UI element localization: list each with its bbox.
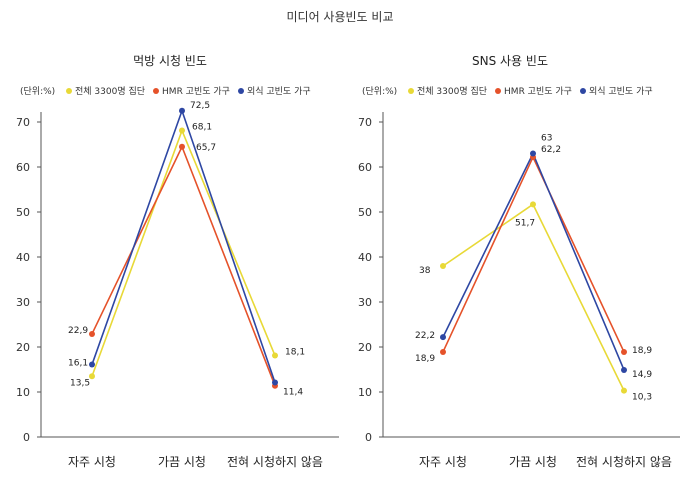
data-label: 62,2	[541, 145, 561, 155]
y-tick-label: 0	[23, 431, 30, 444]
data-label: 22,2	[415, 331, 435, 341]
x-tick-label: 가끔 시청	[509, 455, 557, 469]
y-tick-label: 50	[16, 206, 30, 219]
series-line-all	[91, 128, 276, 377]
data-label: 13,5	[70, 378, 90, 388]
y-tick-label: 60	[16, 161, 30, 174]
data-label: 18,9	[632, 346, 652, 356]
y-tick-label: 30	[16, 296, 30, 309]
x-tick-label: 자주 시청	[419, 455, 467, 469]
data-label: 63	[541, 134, 552, 144]
legend: 전체 3300명 집단 HMR 고빈도 가구 외식 고빈도 가구	[66, 84, 311, 97]
y-tick-label: 50	[358, 206, 372, 219]
y-tick-label: 10	[16, 386, 30, 399]
x-tick-label: 전혀 시청하지 않음	[227, 455, 323, 469]
y-tick-label: 20	[358, 341, 372, 354]
unit-label: (단위:%)	[362, 87, 398, 97]
legend-label: HMR 고빈도 가구	[162, 87, 230, 97]
y-tick-label: 70	[16, 116, 30, 129]
legend-label: 전체 3300명 집단	[75, 87, 146, 97]
data-point-eat_out	[179, 107, 185, 114]
legend-label: 전체 3300명 집단	[417, 87, 488, 97]
legend-dot-icon	[66, 87, 72, 94]
data-point-eat_out	[89, 361, 95, 368]
legend-item-eat-out: 외식 고빈도 가구	[237, 84, 311, 97]
legend-dot-icon	[408, 87, 414, 94]
legend-item-all: 전체 3300명 집단	[408, 84, 487, 97]
series-line-all	[442, 203, 625, 392]
data-point-eat_out	[621, 366, 627, 373]
data-label: 65,7	[196, 143, 216, 153]
x-tick-label: 전혀 시청하지 않음	[576, 455, 672, 469]
data-point-eat_out	[530, 150, 536, 157]
data-label: 72,5	[190, 101, 210, 111]
legend-item-hmr: HMR 고빈도 가구	[153, 84, 230, 97]
data-point-all	[179, 127, 185, 134]
data-label: 18,9	[415, 354, 435, 364]
chart-panel-mukbang: 먹방 시청 빈도 (단위:%) 전체 3300명 집단 HMR 고빈도 가구 외…	[16, 54, 339, 469]
data-point-all	[440, 263, 446, 269]
data-point-hmr	[440, 348, 446, 355]
legend-dot-icon	[495, 87, 502, 94]
data-label: 10,3	[632, 393, 652, 403]
legend-dot-icon	[237, 87, 244, 94]
data-point-hmr	[89, 330, 95, 337]
y-tick-label: 40	[16, 251, 30, 264]
chart-panel-sns: SNS 사용 빈도 (단위:%) 전체 3300명 집단 HMR 고빈도 가구 …	[340, 0, 680, 496]
data-label: 18,1	[285, 348, 305, 358]
data-label: 51,7	[515, 218, 535, 228]
legend-item-eat-out: 외식 고빈도 가구	[579, 84, 653, 97]
legend-item-all: 전체 3300명 집단	[66, 84, 145, 97]
unit-label: (단위:%)	[20, 87, 56, 97]
legend-label: 외식 고빈도 가구	[588, 87, 653, 97]
data-point-hmr	[179, 143, 185, 150]
data-point-all	[621, 387, 627, 394]
y-tick-label: 30	[358, 296, 372, 309]
legend-dot-icon	[579, 87, 586, 94]
x-tick-label: 가끔 시청	[158, 455, 206, 469]
data-point-hmr	[621, 348, 627, 355]
data-point-all	[272, 352, 278, 359]
series-line-hmr	[91, 144, 276, 386]
chart-sns: 0 10 20 30 40 50 60 70 자주 시청 가끔 시청 전혀 시청하지 않음 38 51,…	[358, 112, 680, 469]
legend-item-hmr: HMR 고빈도 가구	[495, 84, 572, 97]
data-label: 11,4	[283, 388, 303, 398]
data-label: 16,1	[68, 359, 88, 369]
data-label: 14,9	[632, 370, 652, 380]
data-point-all	[530, 201, 536, 208]
data-point-eat_out	[440, 334, 446, 341]
legend-label: HMR 고빈도 가구	[504, 87, 572, 97]
series-line-hmr	[442, 155, 625, 353]
series-line-eat_out	[442, 151, 625, 371]
y-tick-label: 60	[358, 161, 372, 174]
x-tick-label: 자주 시청	[68, 455, 116, 469]
y-tick-label: 10	[358, 386, 372, 399]
chart-title: SNS 사용 빈도	[471, 54, 548, 68]
data-label: 38	[419, 266, 431, 276]
data-label: 68,1	[192, 123, 212, 133]
data-point-eat_out	[272, 379, 278, 386]
main-title: 미디어 사용빈도 비교	[286, 10, 394, 24]
y-tick-label: 0	[365, 431, 372, 444]
data-label: 22,9	[68, 326, 88, 336]
data-point-all	[89, 373, 95, 380]
y-tick-label: 70	[358, 116, 372, 129]
legend-label: 외식 고빈도 가구	[246, 87, 311, 97]
chart-mukbang: 0 10 20 30 40 50 60 70 자주 시청 가끔 시청 전혀 시청하지 않음 13,5 6…	[16, 101, 339, 469]
legend: 전체 3300명 집단 HMR 고빈도 가구 외식 고빈도 가구	[408, 84, 653, 97]
y-tick-label: 20	[16, 341, 30, 354]
y-tick-label: 40	[358, 251, 372, 264]
legend-dot-icon	[153, 87, 160, 94]
chart-title: 먹방 시청 빈도	[133, 54, 207, 68]
